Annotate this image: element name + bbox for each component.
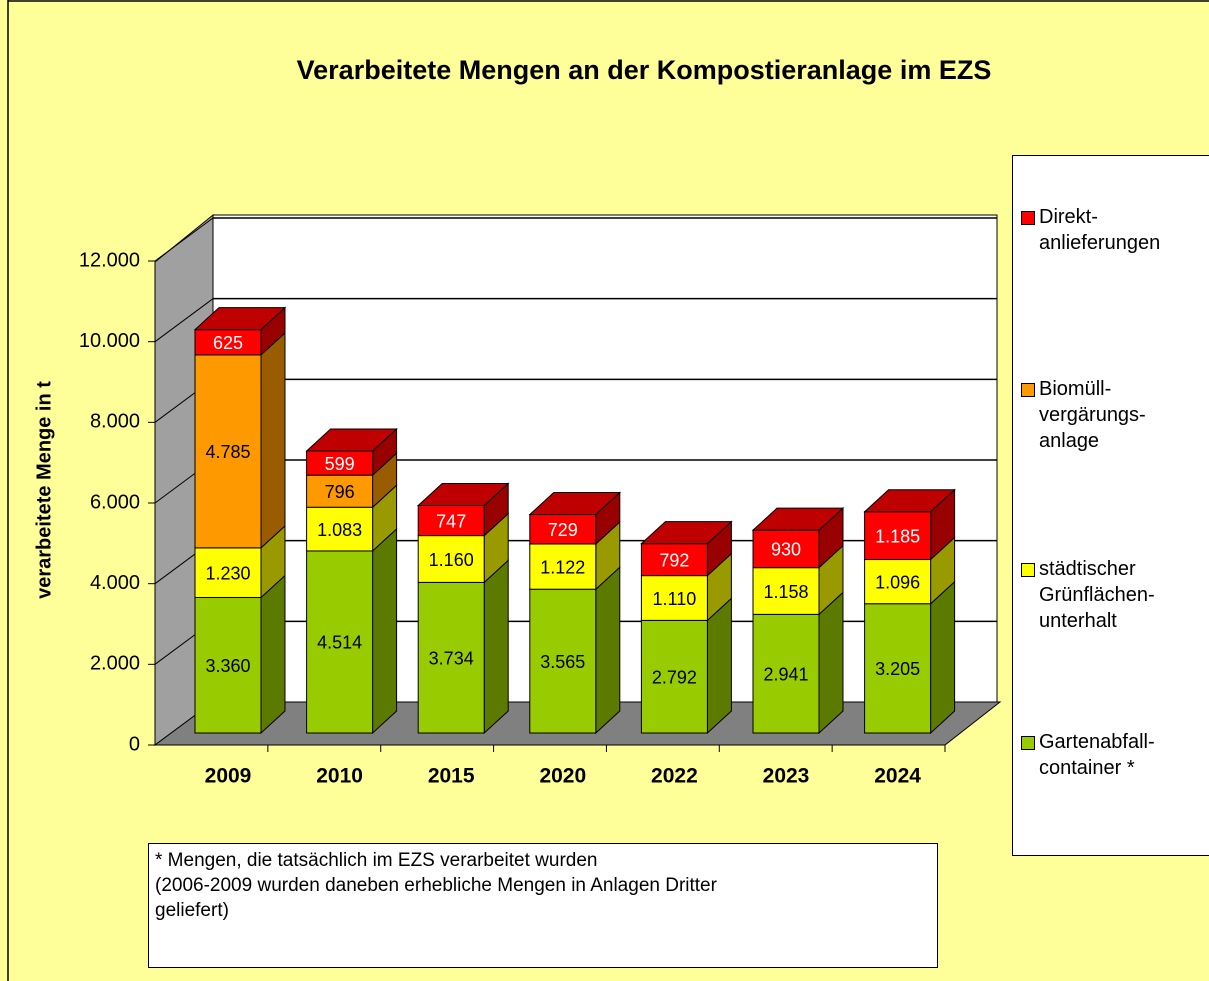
data-label: 1.110 xyxy=(653,589,697,609)
footnote: * Mengen, die tatsächlich im EZS verarbe… xyxy=(148,843,938,968)
data-label: 2.792 xyxy=(652,667,697,687)
bar-side xyxy=(483,559,509,735)
legend-swatch xyxy=(1021,563,1035,577)
x-tick-label: 2023 xyxy=(763,765,810,788)
bar-segment xyxy=(417,504,485,537)
bar-top xyxy=(528,492,622,516)
data-label: 1.083 xyxy=(317,520,362,540)
chart-title: Verarbeitete Mengen an der Kompostieranl… xyxy=(297,55,992,85)
bar-segment xyxy=(864,603,932,734)
bar-side xyxy=(260,574,286,735)
data-label: 625 xyxy=(213,333,243,353)
legend-item: Biomüll- vergärungs- anlage xyxy=(1021,376,1146,454)
y-tick-label: 2.000 xyxy=(90,653,140,675)
bar-top xyxy=(305,428,398,452)
x-tick-label: 2022 xyxy=(651,765,698,788)
bar-segment xyxy=(640,543,708,577)
x-tick-label: 2009 xyxy=(205,765,252,788)
x-tick-label: 2020 xyxy=(539,765,586,788)
bar-top xyxy=(193,307,287,331)
x-tick-label: 2024 xyxy=(874,765,921,788)
grid-line xyxy=(154,298,214,343)
y-axis-label: verarbeitete Menge in t xyxy=(33,381,55,599)
y-tick-label: 10.000 xyxy=(79,330,140,352)
legend: Direkt- anlieferungen Biomüll- vergärungs… xyxy=(1012,155,1209,856)
bar-segment xyxy=(529,543,597,590)
y-tick-label: 0 xyxy=(129,733,140,755)
legend-swatch xyxy=(1021,211,1035,225)
legend-label: Gartenabfall- container * xyxy=(1039,731,1155,779)
data-label: 1.158 xyxy=(763,582,808,602)
bar-segment xyxy=(306,550,374,734)
bar-top xyxy=(863,489,956,513)
bar-segment xyxy=(864,559,932,605)
bar-segment xyxy=(864,511,932,561)
grid-line xyxy=(154,217,214,262)
bar-side xyxy=(372,527,398,735)
data-label: 3.360 xyxy=(205,656,250,676)
legend-swatch xyxy=(1021,383,1035,397)
data-label: 599 xyxy=(325,454,355,474)
bar-top xyxy=(416,482,510,506)
bar-segment xyxy=(640,619,708,734)
bar-segment xyxy=(529,514,597,545)
legend-swatch xyxy=(1021,736,1035,750)
legend-item: Gartenabfall- container * xyxy=(1021,729,1155,781)
legend-item: städtischer Grünflächen- unterhalt xyxy=(1021,556,1155,634)
bar-segment xyxy=(306,474,374,508)
data-label: 1.185 xyxy=(875,526,920,546)
data-label: 3.205 xyxy=(875,659,920,679)
y-tick-label: 6.000 xyxy=(90,491,140,513)
bar-segment xyxy=(194,329,262,356)
bar-segment xyxy=(752,529,820,569)
data-label: 1.122 xyxy=(540,557,585,577)
legend-label: Direkt- anlieferungen xyxy=(1039,206,1161,254)
data-label: 4.785 xyxy=(205,442,250,462)
bar-segment xyxy=(752,567,820,615)
bar-side xyxy=(595,566,621,735)
bar-side xyxy=(930,580,956,735)
bar-side xyxy=(818,591,844,735)
y-tick-label: 4.000 xyxy=(90,572,140,594)
bar-side xyxy=(260,331,286,550)
bar-segment xyxy=(194,547,262,598)
legend-label: Biomüll- vergärungs- anlage xyxy=(1039,378,1146,452)
data-label: 4.514 xyxy=(317,633,362,653)
x-tick-label: 2015 xyxy=(428,765,475,788)
data-label: 729 xyxy=(548,520,578,540)
data-label: 792 xyxy=(659,550,689,570)
data-label: 3.734 xyxy=(429,648,474,668)
data-label: 1.230 xyxy=(205,563,250,583)
bar-segment xyxy=(194,596,262,734)
legend-item: Direkt- anlieferungen xyxy=(1021,204,1160,256)
bar-segment xyxy=(417,535,485,583)
data-label: 2.941 xyxy=(763,664,808,684)
data-label: 1.096 xyxy=(875,572,920,592)
y-tick-label: 8.000 xyxy=(90,411,140,433)
bar-segment xyxy=(194,354,262,549)
bar-segment xyxy=(306,450,374,476)
data-label: 1.160 xyxy=(429,550,474,570)
data-label: 747 xyxy=(436,511,466,531)
data-label: 796 xyxy=(325,482,355,502)
data-label: 3.565 xyxy=(540,652,585,672)
bar-top xyxy=(751,507,845,531)
x-tick-label: 2010 xyxy=(316,765,363,788)
y-tick-label: 12.000 xyxy=(79,249,140,271)
bar-top xyxy=(640,521,733,545)
bar-segment xyxy=(306,506,374,552)
bar-side xyxy=(706,597,732,735)
legend-label: städtischer Grünflächen- unterhalt xyxy=(1039,558,1155,632)
data-label: 930 xyxy=(771,540,801,560)
